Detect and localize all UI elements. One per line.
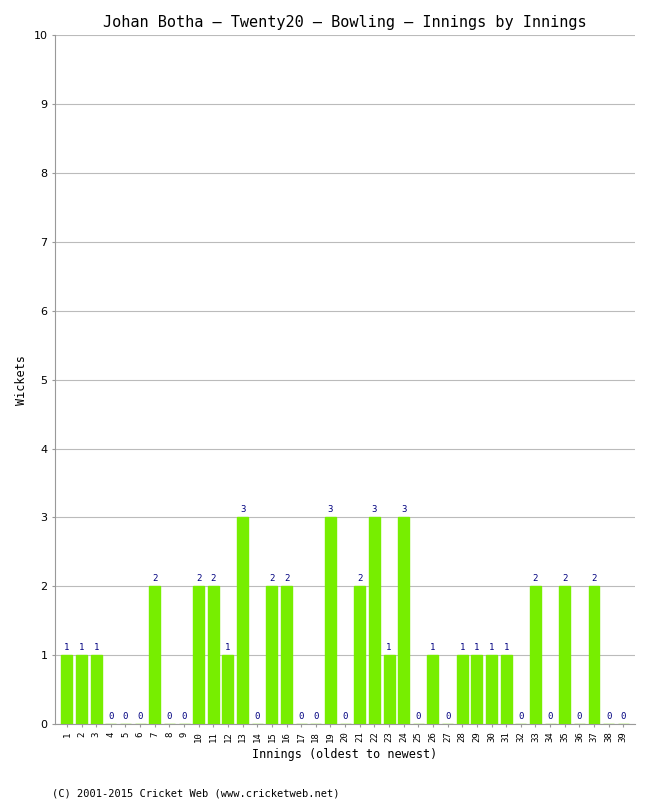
Text: 2: 2 [211, 574, 216, 583]
Text: 0: 0 [445, 712, 450, 721]
Text: 1: 1 [430, 642, 436, 652]
Text: 0: 0 [606, 712, 612, 721]
Text: 2: 2 [592, 574, 597, 583]
Text: 1: 1 [226, 642, 231, 652]
Bar [530, 586, 541, 724]
Bar [500, 655, 512, 724]
Text: 2: 2 [269, 574, 274, 583]
Text: 1: 1 [79, 642, 84, 652]
Bar [428, 655, 439, 724]
Text: 0: 0 [415, 712, 421, 721]
Bar [471, 655, 482, 724]
Text: 0: 0 [518, 712, 523, 721]
Text: 3: 3 [372, 505, 377, 514]
Text: 0: 0 [547, 712, 552, 721]
Bar [61, 655, 72, 724]
Text: 2: 2 [152, 574, 157, 583]
Bar [559, 586, 570, 724]
Bar [457, 655, 468, 724]
Text: (C) 2001-2015 Cricket Web (www.cricketweb.net): (C) 2001-2015 Cricket Web (www.cricketwe… [52, 788, 339, 798]
Text: 1: 1 [460, 642, 465, 652]
Text: 0: 0 [621, 712, 626, 721]
Bar [354, 586, 365, 724]
Bar [588, 586, 599, 724]
Text: 2: 2 [357, 574, 363, 583]
Title: Johan Botha – Twenty20 – Bowling – Innings by Innings: Johan Botha – Twenty20 – Bowling – Innin… [103, 15, 587, 30]
Text: 2: 2 [533, 574, 538, 583]
Bar [281, 586, 292, 724]
Bar [325, 518, 336, 724]
X-axis label: Innings (oldest to newest): Innings (oldest to newest) [252, 748, 437, 761]
Text: 1: 1 [386, 642, 392, 652]
Text: 3: 3 [401, 505, 406, 514]
Text: 2: 2 [284, 574, 289, 583]
Text: 2: 2 [562, 574, 567, 583]
Y-axis label: Wickets: Wickets [15, 354, 28, 405]
Text: 0: 0 [137, 712, 143, 721]
Bar [222, 655, 233, 724]
Bar [91, 655, 101, 724]
Bar [237, 518, 248, 724]
Bar [193, 586, 204, 724]
Text: 1: 1 [489, 642, 494, 652]
Text: 3: 3 [240, 505, 245, 514]
Text: 0: 0 [343, 712, 348, 721]
Bar [384, 655, 395, 724]
Text: 1: 1 [474, 642, 480, 652]
Text: 1: 1 [504, 642, 509, 652]
Bar [150, 586, 161, 724]
Text: 1: 1 [94, 642, 99, 652]
Text: 0: 0 [181, 712, 187, 721]
Text: 0: 0 [313, 712, 318, 721]
Bar [486, 655, 497, 724]
Text: 0: 0 [166, 712, 172, 721]
Bar [369, 518, 380, 724]
Text: 3: 3 [328, 505, 333, 514]
Bar [76, 655, 87, 724]
Text: 0: 0 [123, 712, 128, 721]
Text: 0: 0 [108, 712, 114, 721]
Text: 0: 0 [298, 712, 304, 721]
Text: 2: 2 [196, 574, 202, 583]
Bar [208, 586, 219, 724]
Bar [266, 586, 278, 724]
Bar [398, 518, 409, 724]
Text: 0: 0 [577, 712, 582, 721]
Text: 1: 1 [64, 642, 70, 652]
Text: 0: 0 [255, 712, 260, 721]
